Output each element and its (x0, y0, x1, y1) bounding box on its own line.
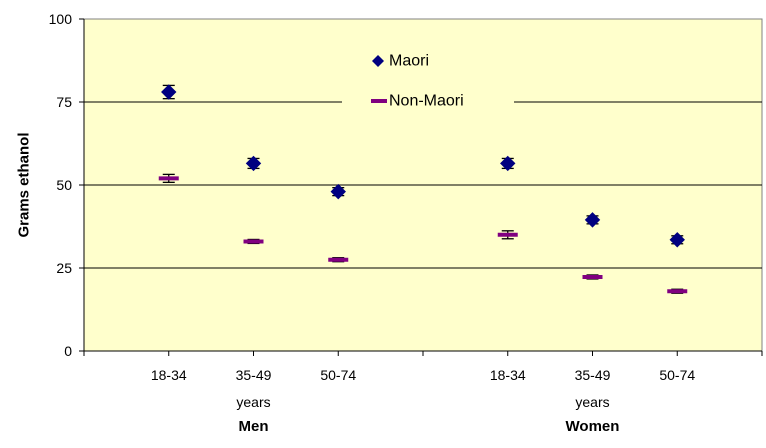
data-point-maori (500, 155, 516, 172)
y-tick-label: 25 (56, 260, 72, 276)
legend-label-non-maori: Non-Maori (389, 93, 464, 110)
y-axis: 0 25 50 75 100 (49, 11, 85, 359)
series-non-maori (158, 173, 688, 294)
x-tick-label: 50-74 (320, 367, 356, 383)
legend: Maori Non-Maori (342, 40, 514, 124)
data-point-maori (669, 232, 685, 248)
series-maori (161, 84, 685, 248)
legend-box (342, 40, 514, 124)
legend-marker-maori (372, 55, 384, 67)
data-marks (158, 84, 688, 294)
x-tick-label: 18-34 (151, 367, 187, 383)
x-tick-label: 18-34 (490, 367, 526, 383)
x-sublabel: years (575, 394, 609, 410)
data-point-maori (330, 183, 346, 200)
data-point-maori (584, 212, 601, 228)
y-tick-label: 50 (56, 177, 72, 193)
legend-label-maori: Maori (389, 53, 429, 70)
y-axis-title: Grams ethanol (16, 132, 33, 237)
x-tick-label: 35-49 (575, 367, 611, 383)
y-tick-label: 0 (64, 343, 72, 359)
data-point-maori (161, 84, 177, 100)
y-tick-label: 75 (56, 94, 72, 110)
x-sublabel: years (236, 394, 270, 410)
x-tick-label: 50-74 (659, 367, 695, 383)
x-tick-label: 35-49 (236, 367, 272, 383)
group-label-women: Women (566, 418, 620, 435)
x-axis: 18-34 35-49 50-74 18-34 35-49 50-74 years years… (83, 350, 763, 435)
group-label-men: Men (239, 418, 269, 435)
y-tick-label: 100 (49, 11, 73, 27)
data-point-maori (245, 155, 262, 172)
